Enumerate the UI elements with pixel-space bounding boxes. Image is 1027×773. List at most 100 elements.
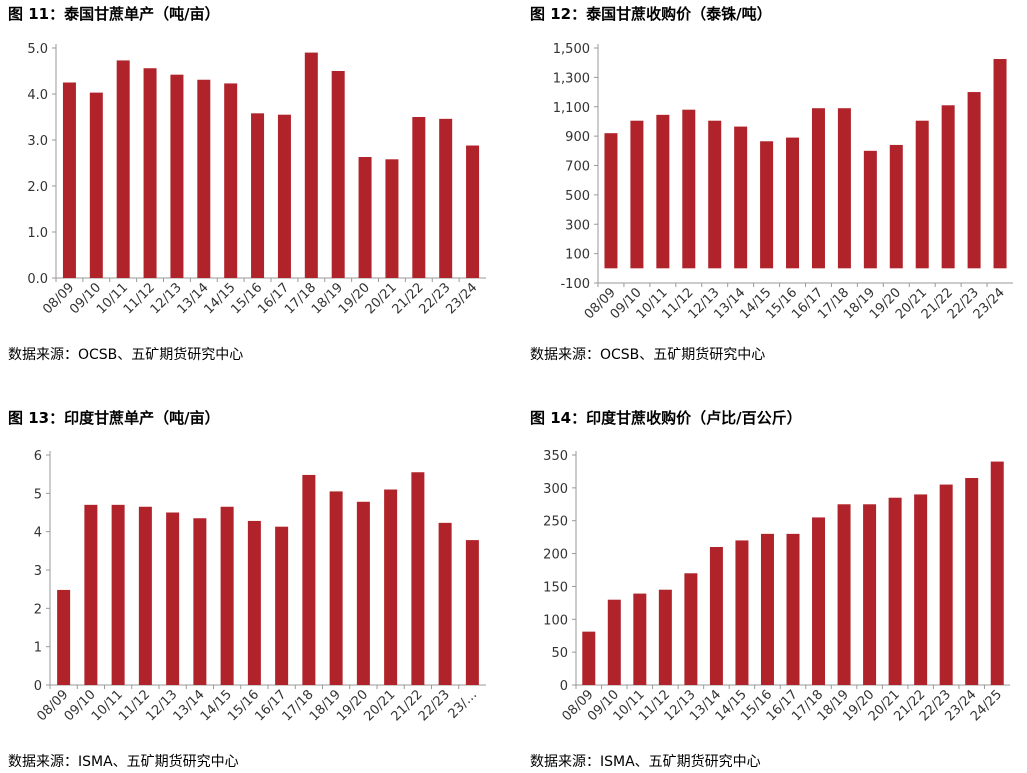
c13-y-tick-label: 1: [34, 641, 42, 656]
c12-bar-10-11: [656, 114, 670, 269]
c11-y-tick-label: 0.0: [27, 272, 48, 287]
chart-11-source: 数据来源：OCSB、五矿期货研究中心: [8, 347, 244, 363]
c13-y-tick-label: 4: [34, 526, 42, 541]
c11-bar-09-10: [89, 92, 103, 278]
c12-bar-11-12: [682, 109, 696, 269]
c12-bar-12-13: [708, 120, 722, 269]
c13-bar-09-10: [84, 504, 98, 685]
c11-bar-18-19: [331, 71, 345, 278]
chart-13-source: 数据来源：ISMA、五矿期货研究中心: [8, 754, 239, 770]
c11-bar-22-23: [439, 118, 453, 278]
c14-bar-18-19: [837, 504, 851, 685]
c14-bar-17-18: [812, 517, 826, 685]
c14-y-tick-label: 200: [543, 548, 568, 563]
c14-bar-19-20: [863, 504, 877, 685]
c14-y-tick-label: 300: [543, 482, 568, 497]
c13-y-tick-label: 0: [34, 679, 42, 694]
c11-bar-21-22: [412, 117, 426, 278]
c11-y-tick-label: 1.0: [27, 226, 48, 241]
c14-bar-09-10: [607, 599, 621, 685]
c12-y-tick-label: -100: [560, 277, 590, 292]
c13-bar-15-16: [247, 520, 261, 685]
c11-bar-12-13: [170, 74, 184, 279]
c13-bar-17-18: [302, 474, 316, 685]
c13-bar-18-19: [329, 491, 343, 685]
c12-y-tick-label: 700: [565, 160, 590, 175]
c13-bar-10-11: [111, 504, 125, 685]
c13-x-tick-label: 22/23: [416, 687, 453, 724]
c11-bar-08-09: [62, 82, 76, 278]
c14-y-tick-label: 250: [543, 515, 568, 530]
c12-bar-16-17: [811, 108, 825, 269]
chart-13-india-cane-yield: 012345608/0909/1010/1111/1212/1313/1414/…: [34, 449, 486, 724]
c11-bar-20-21: [385, 159, 399, 278]
c14-bar-15-16: [760, 533, 774, 685]
chart-11-thai-cane-yield: 0.01.02.03.04.05.008/0909/1010/1111/1212…: [27, 42, 486, 317]
c14-y-tick-label: 0: [560, 679, 568, 694]
c14-bar-21-22: [914, 494, 928, 685]
c14-bar-11-12: [658, 589, 672, 685]
chart-11-title: 图 11：泰国甘蔗单产（吨/亩）: [8, 5, 220, 23]
c13-bar-20-21: [384, 489, 398, 685]
c13-bar-21-22: [411, 472, 425, 685]
chart-12-title: 图 12：泰国甘蔗收购价（泰铢/吨）: [530, 5, 772, 23]
c11-bar-10-11: [116, 60, 130, 278]
chart-14-title: 图 14：印度甘蔗收购价（卢比/百公斤）: [530, 409, 802, 427]
c13-y-tick-label: 6: [34, 449, 42, 464]
c13-y-tick-label: 3: [34, 564, 42, 579]
c11-bar-19-20: [358, 157, 372, 278]
c14-y-tick-label: 150: [543, 580, 568, 595]
c14-bar-22-23: [939, 484, 953, 685]
c11-x-tick-label: 23/24: [443, 280, 480, 317]
c14-bar-14-15: [735, 540, 749, 685]
c11-bar-11-12: [143, 68, 157, 278]
c11-bar-16-17: [277, 114, 291, 278]
c12-bar-18-19: [863, 150, 877, 269]
c12-bar-19-20: [889, 144, 903, 269]
c13-bar-23--: [465, 540, 479, 685]
c11-y-tick-label: 3.0: [27, 134, 48, 149]
c14-bar-08-09: [582, 631, 596, 685]
c13-bar-19-20: [356, 501, 370, 685]
c12-bar-20-21: [915, 120, 929, 269]
c13-bar-11-12: [138, 506, 152, 685]
c12-bar-13-14: [734, 126, 748, 269]
c12-y-tick-label: 100: [565, 248, 590, 263]
c12-bar-22-23: [967, 92, 981, 269]
c13-bar-12-13: [166, 512, 180, 685]
c14-bar-16-17: [786, 533, 800, 685]
c12-y-tick-label: 300: [565, 218, 590, 233]
chart-13-title: 图 13：印度甘蔗单产（吨/亩）: [8, 409, 220, 427]
c14-bar-12-13: [684, 573, 698, 685]
c12-y-tick-label: 1,300: [553, 71, 590, 86]
chart-14-india-cane-price: 05010015020025030035008/0909/1010/1111/1…: [543, 449, 1010, 724]
c11-y-tick-label: 2.0: [27, 180, 48, 195]
chart-12-source: 数据来源：OCSB、五矿期货研究中心: [530, 347, 766, 363]
c12-bar-08-09: [604, 133, 618, 269]
c14-bar-23-24: [965, 478, 979, 685]
c11-y-tick-label: 5.0: [27, 42, 48, 57]
c12-bar-15-16: [786, 137, 800, 269]
c11-bar-14-15: [224, 83, 238, 278]
c11-bar-23-24: [466, 145, 480, 278]
chart-14-source: 数据来源：ISMA、五矿期货研究中心: [530, 754, 761, 770]
c12-y-tick-label: 500: [565, 189, 590, 204]
c14-bar-20-21: [888, 497, 902, 685]
c11-bar-13-14: [197, 79, 211, 278]
c14-bar-24-25: [990, 461, 1004, 685]
c13-y-tick-label: 2: [34, 602, 42, 617]
c14-y-tick-label: 50: [551, 646, 568, 661]
c12-y-tick-label: 1,500: [553, 42, 590, 57]
c13-x-tick-label: 23/…: [446, 687, 481, 722]
c11-y-tick-label: 4.0: [27, 88, 48, 103]
c13-bar-13-14: [193, 518, 207, 685]
chart-12-thai-cane-price: -1001003005007009001,1001,3001,50008/090…: [553, 42, 1013, 322]
c11-bar-17-18: [304, 52, 318, 278]
c11-bar-15-16: [251, 113, 265, 278]
c13-bar-14-15: [220, 506, 234, 685]
c12-y-tick-label: 900: [565, 130, 590, 145]
c13-bar-08-09: [57, 589, 71, 685]
c13-bar-16-17: [275, 526, 289, 685]
c13-y-tick-label: 5: [34, 487, 42, 502]
c12-bar-21-22: [941, 105, 955, 269]
